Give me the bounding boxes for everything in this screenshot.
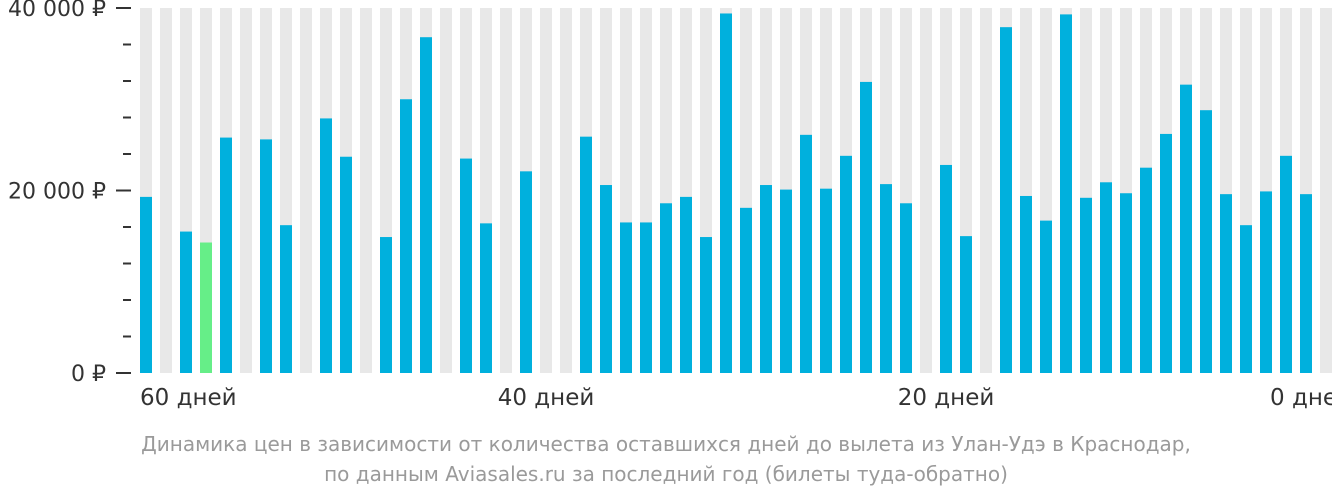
price-bar [940, 164, 952, 373]
price-bar [320, 118, 332, 373]
y-tick-label: 40 000 ₽ [8, 0, 106, 22]
day-slot [980, 8, 992, 373]
day-slot [240, 8, 252, 373]
price-bar [1260, 191, 1272, 373]
day-slot [500, 8, 512, 373]
day-slot [540, 8, 552, 373]
price-bar [340, 156, 352, 373]
price-bar [1280, 155, 1292, 373]
price-bar [840, 155, 852, 373]
price-bar [420, 37, 432, 373]
y-axis: 0 ₽ 20 000 ₽ 40 000 ₽ [8, 0, 131, 387]
price-bar [960, 236, 972, 373]
price-bar [1200, 110, 1212, 373]
chart-caption-line-1: Динамика цен в зависимости от количества… [141, 432, 1191, 456]
price-bar [280, 225, 292, 373]
y-tick-label: 20 000 ₽ [8, 180, 106, 205]
price-bar [820, 188, 832, 373]
x-tick-label: 40 дней [498, 385, 595, 411]
price-bar [460, 158, 472, 373]
price-bar [620, 222, 632, 373]
x-tick-label: 20 дней [898, 385, 995, 411]
price-bar [800, 134, 812, 373]
price-bar [1060, 14, 1072, 373]
day-slots [140, 8, 1332, 373]
price-bar [900, 203, 912, 373]
price-bar [700, 237, 712, 373]
price-bar [720, 13, 732, 373]
day-slot [160, 8, 172, 373]
cheapest-price-bar [200, 242, 212, 373]
price-bar [880, 184, 892, 373]
price-bar [1240, 225, 1252, 373]
price-bar [1080, 197, 1092, 373]
x-axis: 60 дней 40 дней 20 дней 0 дней [140, 385, 1332, 411]
price-bar [780, 189, 792, 373]
price-bar [400, 99, 412, 373]
day-slot [440, 8, 452, 373]
chart-caption-line-2: по данным Aviasales.ru за последний год … [324, 462, 1008, 486]
price-bar [600, 185, 612, 373]
price-bar [220, 137, 232, 373]
price-bar [740, 207, 752, 373]
price-bar [480, 223, 492, 373]
price-bar [660, 203, 672, 373]
price-bar [1180, 84, 1192, 374]
price-bar [380, 237, 392, 373]
price-bar [520, 171, 532, 373]
price-bar [860, 81, 872, 373]
y-tick-label: 0 ₽ [71, 362, 106, 387]
price-bar [1300, 194, 1312, 373]
day-slot [300, 8, 312, 373]
x-tick-label: 60 дней [140, 385, 237, 411]
price-bar [140, 196, 152, 373]
price-bar [1020, 195, 1032, 373]
price-bar [1160, 133, 1172, 373]
price-bar [260, 139, 272, 373]
price-bar [580, 136, 592, 373]
x-tick-label: 0 дней [1270, 385, 1332, 411]
price-bar [760, 185, 772, 373]
price-bar [1100, 182, 1112, 373]
price-bar [680, 196, 692, 373]
price-bar [1120, 193, 1132, 373]
price-bar [180, 231, 192, 373]
day-slot [920, 8, 932, 373]
price-bar [1000, 27, 1012, 373]
price-bars [140, 13, 1312, 374]
day-slot [360, 8, 372, 373]
price-bar [640, 222, 652, 373]
day-slot [560, 8, 572, 373]
price-bar [1140, 167, 1152, 373]
day-slot [1320, 8, 1332, 373]
price-bar [1040, 220, 1052, 373]
price-bar [1220, 194, 1232, 373]
